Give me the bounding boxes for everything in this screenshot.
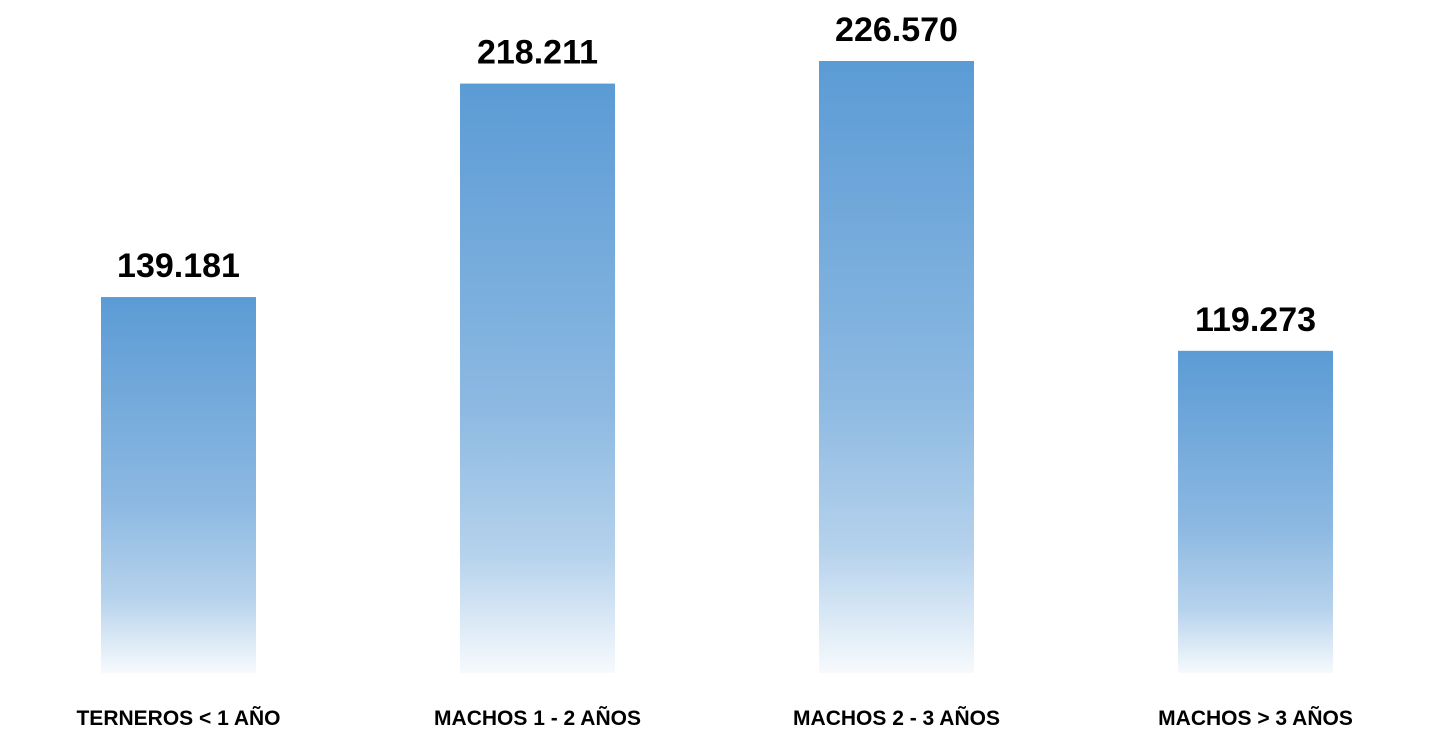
x-tick-label: TERNEROS < 1 AÑO <box>76 707 280 730</box>
bar <box>460 83 615 674</box>
data-label: 139.181 <box>117 247 240 285</box>
x-tick-label: MACHOS 1 - 2 AÑOS <box>434 707 641 730</box>
bar <box>819 61 974 673</box>
x-tick-label: MACHOS 2 - 3 AÑOS <box>793 707 1000 730</box>
data-label: 119.273 <box>1195 301 1316 339</box>
data-label: 218.211 <box>477 34 598 72</box>
x-tick-label: MACHOS > 3 AÑOS <box>1158 707 1353 730</box>
bar <box>101 297 256 673</box>
bar <box>1178 350 1333 673</box>
data-label: 226.570 <box>835 11 958 49</box>
